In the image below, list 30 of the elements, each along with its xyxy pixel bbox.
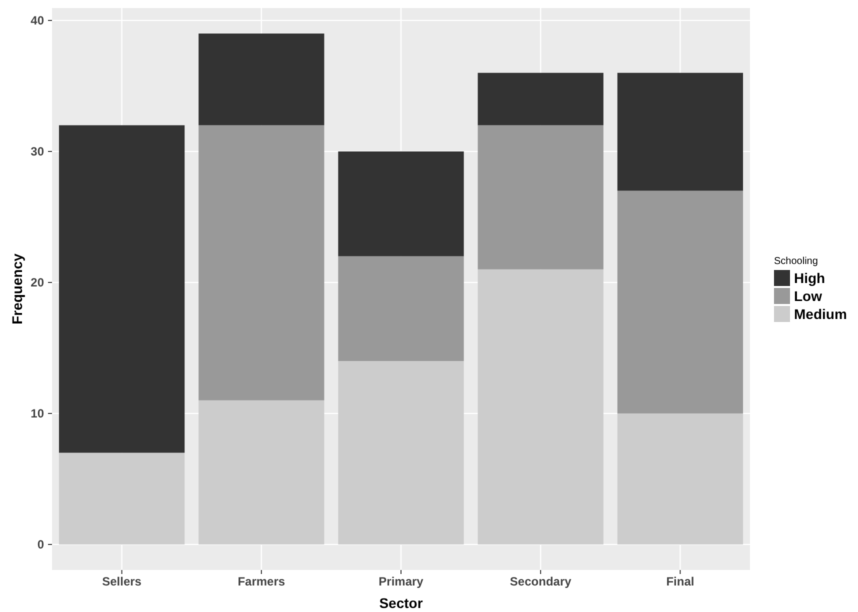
bar [58,452,185,544]
y-tick-label: 0 [37,537,44,552]
y-tick-label: 40 [30,13,44,28]
x-tick-label: Final [666,574,694,589]
bar [338,361,464,544]
bar [198,400,324,544]
x-tick-label: Sellers [102,574,142,589]
bar [617,190,744,414]
bar [478,269,604,544]
bar [617,72,744,191]
bar [338,151,464,256]
legend-title: Schooling [774,256,818,267]
x-tick-label: Farmers [238,574,286,589]
y-axis-title: Frequency [9,253,25,324]
legend-label: High [794,270,826,286]
y-tick-label: 30 [30,144,44,158]
bar [338,256,464,362]
legend-label: Low [794,288,822,304]
x-tick-label: Secondary [510,574,572,589]
bar [198,34,324,126]
bar [58,125,185,453]
legend-label: Medium [794,306,847,322]
bar [478,72,604,126]
x-axis-title: Sector [379,595,424,611]
bar [198,125,324,400]
bar [617,413,744,544]
y-tick-label: 10 [30,406,44,420]
y-tick-label: 20 [30,275,44,290]
bar [478,125,604,270]
x-tick-label: Primary [378,574,424,589]
